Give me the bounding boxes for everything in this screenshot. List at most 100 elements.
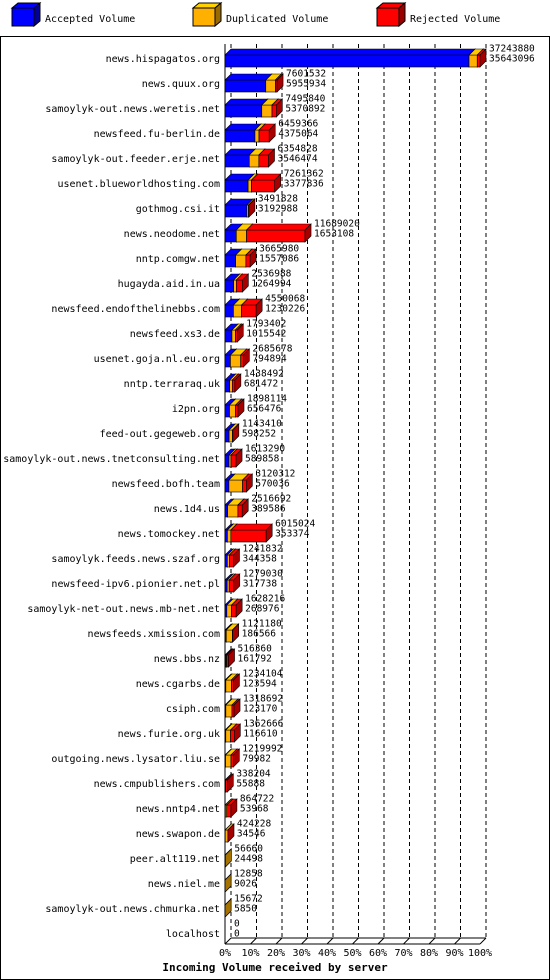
bar-segment [265,79,276,93]
x-tick-label: 100% [468,948,492,959]
accepted-label: 5370892 [285,104,325,115]
x-tick [301,937,308,945]
bar-segment [224,254,236,268]
accepted-label: 1653108 [314,229,354,240]
bar-segment [224,529,228,543]
accepted-label: 24498 [234,854,263,865]
bar-segment [226,604,232,618]
total-label: 12858 [234,869,263,880]
accepted-label: 389586 [251,504,286,515]
bar-segment [228,429,233,443]
bar-segment-side [268,123,276,143]
y-tick-label: newsfeed.fu-berlin.de [94,129,220,140]
total-label: 56660 [234,844,263,855]
legend-swatch [11,7,35,27]
total-label: 3120312 [255,469,295,480]
total-label: 6015024 [275,519,315,530]
bar-segment [227,554,230,568]
total-label: 1318692 [243,694,283,705]
y-tick-label: i2pn.org [172,404,220,415]
bar-segment-top [245,223,312,231]
bar-segment-side [233,698,241,718]
x-tick-label: 0% [219,948,231,959]
bar-segment [245,254,251,268]
bar-segment-side [233,548,240,568]
bar-segment-top [224,98,269,106]
accepted-label: 5955934 [286,79,326,90]
y-tick-label: usenet.goja.nl.eu.org [94,354,220,365]
bar-segment-side [224,898,232,918]
accepted-label: 123170 [243,704,278,715]
y-tick-label: newsfeed.bofh.team [112,479,220,490]
accepted-label: 317738 [243,579,278,590]
legend-label: Duplicated Volume [226,14,328,25]
y-tick-label: newsfeed-ipv6.pionier.net.pl [51,579,220,590]
x-tick [428,937,436,945]
bar-segment [224,504,228,518]
bar-segment [228,479,243,493]
bar-segment-side [236,323,244,343]
total-label: 15672 [234,894,263,905]
x-tick-label: 30% [292,948,310,959]
bar-segment [230,729,235,743]
bar-segment-side [243,348,250,368]
bar-segment [254,129,260,143]
accepted-label: 9026 [234,879,257,890]
accepted-label: 116610 [243,729,278,740]
bar-segment [224,329,233,343]
accepted-label: 656476 [247,404,282,415]
bar-segment-side [234,373,242,393]
y-tick-label: news.hispagatos.org [106,54,220,65]
x-tick-label: 10% [241,948,259,959]
bar-segment [230,454,237,468]
bar-segment-side [249,248,257,268]
bar-segment [240,354,244,368]
bar-segment [224,104,263,118]
total-label: 1628216 [245,594,285,605]
x-tick [275,937,283,945]
bar-segment-top [224,48,476,56]
accepted-label: 681472 [244,379,278,390]
y-tick-label: news.bbs.nz [154,654,220,665]
bar-segment-top [230,523,273,531]
bar-segment-side [233,748,240,768]
bar-segment [224,204,248,218]
bar-segment [231,329,236,343]
bar-segment-side [274,173,282,193]
total-label: 3491828 [258,194,298,205]
accepted-label: 1264994 [251,279,291,290]
total-label: 1143410 [242,419,282,430]
bar-segment [224,829,229,843]
bar-segment [230,354,242,368]
total-label: 2516692 [251,494,291,505]
total-label: 1219992 [242,744,282,755]
total-label: 2536988 [251,269,291,280]
bar-segment [224,479,230,493]
total-label: 37243880 [489,44,535,55]
bar-segment [233,279,237,293]
bar-segment [225,754,232,768]
total-label: 7601532 [286,69,326,80]
bar-segment-side [232,623,239,643]
total-label: 1438492 [244,369,284,380]
bar-segment [258,129,270,143]
bar-segment [235,254,247,268]
y-tick-label: news.nntp4.net [136,804,220,815]
y-tick-label: nntp.terraraq.uk [124,379,220,390]
accepted-label: 0 [234,929,240,940]
bar-segment-side [232,423,240,443]
legend-label: Accepted Volume [45,14,135,25]
bar-segment-top [224,73,273,81]
y-tick-label: usenet.blueworldhosting.com [57,179,220,190]
accepted-label: 268976 [245,604,280,615]
bar-segment-side [228,648,235,668]
bar-segment [232,379,236,393]
accepted-label: 598252 [242,429,276,440]
bar-segment [224,454,230,468]
bar-segment [231,679,234,693]
accepted-label: 35643096 [489,54,535,65]
bar-segment-side [241,498,249,518]
bar-segment-side [479,48,487,68]
total-label: 6459366 [278,119,318,130]
